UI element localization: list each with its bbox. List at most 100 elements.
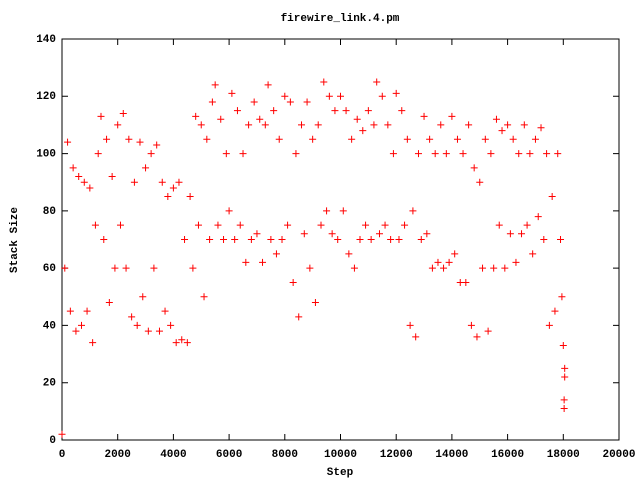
point (373, 78, 381, 86)
point (459, 150, 467, 158)
point (431, 150, 439, 158)
x-tick-label: 14000 (435, 449, 468, 461)
point (153, 141, 161, 149)
point (253, 230, 261, 238)
point (306, 264, 314, 272)
point (94, 150, 102, 158)
point (529, 250, 537, 258)
point (225, 207, 233, 215)
y-tick-label: 40 (43, 320, 56, 332)
point (453, 135, 461, 143)
point (520, 121, 528, 129)
point (476, 178, 484, 186)
point (261, 121, 269, 129)
point (303, 98, 311, 106)
point (105, 299, 113, 307)
point (189, 264, 197, 272)
point (169, 184, 177, 192)
point (164, 193, 172, 201)
point (331, 107, 339, 115)
y-axis-label: Stack Size (9, 207, 21, 273)
point (445, 258, 453, 266)
point (487, 150, 495, 158)
point (220, 236, 228, 243)
point (89, 339, 97, 347)
point (345, 250, 353, 258)
x-tick-label: 0 (59, 449, 66, 461)
point (270, 107, 278, 115)
point (242, 258, 250, 266)
point (284, 221, 292, 229)
point (175, 178, 183, 186)
point (72, 327, 80, 335)
point (233, 107, 241, 115)
point (172, 339, 180, 347)
point (203, 135, 211, 143)
point (367, 236, 375, 243)
point (384, 121, 392, 129)
chart-title: firewire_link.4.pm (281, 13, 400, 25)
x-tick-label: 2000 (104, 449, 130, 461)
point (155, 327, 163, 335)
point (192, 112, 200, 120)
point (561, 373, 569, 381)
point (158, 178, 166, 186)
point (389, 150, 397, 158)
point (311, 299, 319, 307)
point (272, 250, 280, 258)
y-tick-label: 0 (49, 435, 56, 447)
point (561, 364, 569, 372)
x-tick-label: 6000 (216, 449, 242, 461)
point (231, 236, 239, 243)
point (108, 172, 116, 180)
point (289, 278, 297, 286)
point (515, 150, 523, 158)
point (130, 178, 138, 186)
point (247, 236, 255, 243)
point (534, 213, 542, 221)
point (147, 150, 155, 158)
point (314, 121, 322, 129)
point (128, 313, 136, 321)
point (217, 115, 225, 123)
point (506, 230, 514, 238)
point (339, 207, 347, 215)
point (501, 264, 509, 272)
point (423, 230, 431, 238)
point (325, 92, 333, 100)
x-tick-label: 4000 (160, 449, 186, 461)
point (281, 92, 289, 100)
point (420, 112, 428, 120)
point (278, 236, 286, 243)
point (512, 258, 520, 266)
point (133, 321, 141, 329)
point (523, 221, 531, 229)
point (144, 327, 152, 335)
y-tick-label: 80 (43, 206, 56, 218)
point (328, 230, 336, 238)
point (100, 236, 108, 243)
point (181, 236, 189, 243)
point (370, 121, 378, 129)
point (465, 121, 473, 129)
point (481, 135, 489, 143)
point (518, 230, 526, 238)
point (267, 236, 275, 243)
point (214, 221, 222, 229)
point (300, 230, 308, 238)
point (353, 115, 361, 123)
point (470, 164, 478, 172)
point (473, 333, 481, 341)
point (295, 313, 303, 321)
point (442, 150, 450, 158)
point (479, 264, 487, 272)
point (183, 339, 191, 347)
x-tick-label: 12000 (380, 449, 413, 461)
point (559, 341, 567, 349)
point (395, 236, 403, 243)
point (111, 264, 119, 272)
point (381, 221, 389, 229)
point (245, 121, 253, 129)
point (97, 112, 105, 120)
point (531, 135, 539, 143)
